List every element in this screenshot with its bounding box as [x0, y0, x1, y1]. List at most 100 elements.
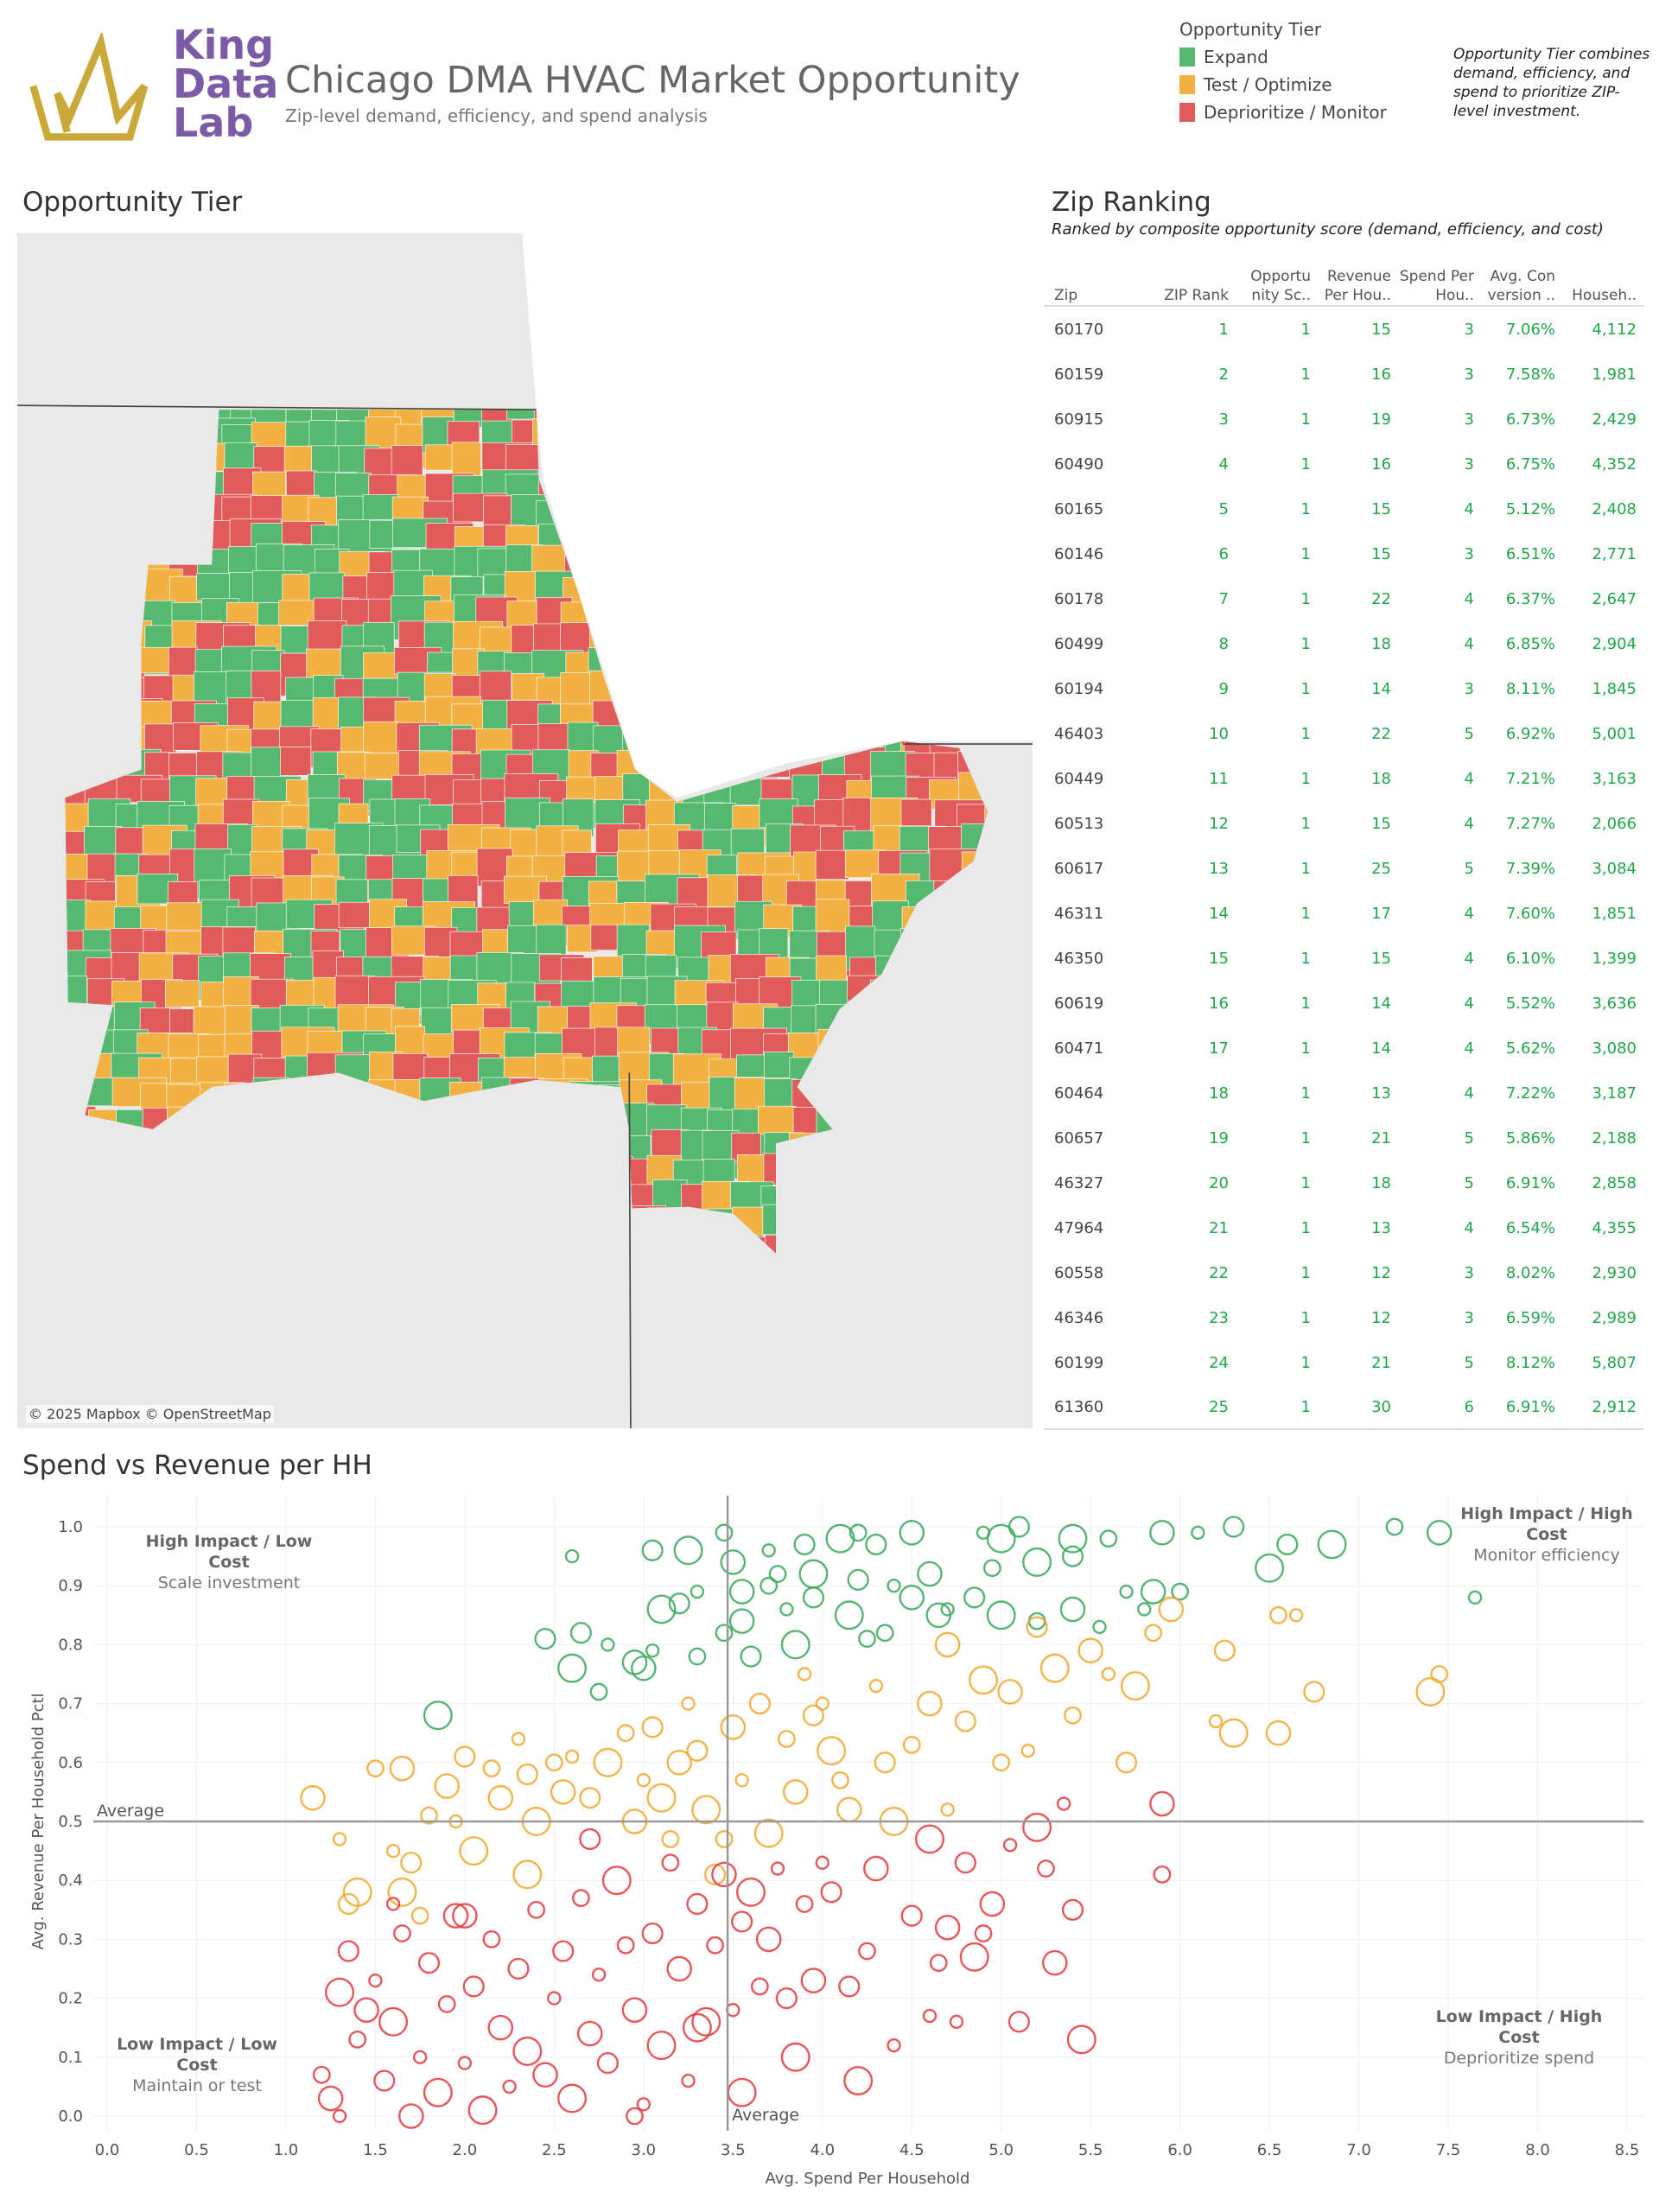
zip-polygon[interactable]: [872, 1104, 924, 1147]
zip-polygon[interactable]: [956, 1077, 987, 1122]
opportunity-tier-map[interactable]: [17, 233, 1033, 1428]
zip-polygon[interactable]: [167, 1262, 206, 1287]
zip-polygon[interactable]: [365, 753, 404, 780]
scatter-point[interactable]: [571, 1889, 590, 1908]
zip-polygon[interactable]: [59, 423, 112, 460]
scatter-point[interactable]: [417, 1952, 441, 1974]
scatter-point[interactable]: [564, 1749, 580, 1764]
zip-polygon[interactable]: [817, 1028, 859, 1078]
zip-polygon[interactable]: [736, 1154, 786, 1185]
scatter-point[interactable]: [487, 1784, 514, 1811]
zip-polygon[interactable]: [55, 1053, 98, 1090]
zip-polygon[interactable]: [877, 1207, 933, 1256]
scatter-point[interactable]: [959, 1942, 989, 1972]
scatter-point[interactable]: [442, 1903, 469, 1929]
zip-polygon[interactable]: [987, 1027, 1022, 1070]
zip-polygon[interactable]: [990, 1179, 1021, 1206]
table-row[interactable]: 60178 7 1 22 4 6.37% 2,647: [1044, 576, 1643, 621]
scatter-point[interactable]: [797, 1667, 812, 1681]
scatter-point[interactable]: [434, 1773, 460, 1799]
scatter-point[interactable]: [1385, 1517, 1404, 1536]
scatter-point[interactable]: [1255, 1553, 1285, 1583]
scatter-point[interactable]: [666, 1955, 693, 1982]
zip-polygon[interactable]: [252, 471, 286, 500]
col-header-spend[interactable]: Spend Per Hou..: [1399, 268, 1474, 304]
scatter-point[interactable]: [564, 1548, 580, 1564]
scatter-point[interactable]: [557, 2083, 588, 2113]
scatter-point[interactable]: [1467, 1590, 1483, 1605]
zip-polygon[interactable]: [538, 1078, 588, 1111]
zip-polygon[interactable]: [762, 1204, 815, 1236]
scatter-point[interactable]: [728, 1579, 755, 1605]
zip-polygon[interactable]: [448, 1181, 493, 1213]
zip-polygon[interactable]: [961, 851, 1007, 895]
zip-polygon[interactable]: [140, 493, 181, 537]
scatter-point[interactable]: [711, 1861, 737, 1888]
zip-polygon[interactable]: [141, 1180, 178, 1209]
zip-polygon[interactable]: [281, 1230, 334, 1268]
scatter-point[interactable]: [534, 1627, 556, 1650]
zip-polygon[interactable]: [257, 1185, 311, 1231]
zip-polygon[interactable]: [54, 620, 110, 667]
zip-polygon[interactable]: [308, 1155, 355, 1198]
zip-polygon[interactable]: [759, 1259, 799, 1285]
scatter-point[interactable]: [645, 1643, 660, 1658]
scatter-point[interactable]: [798, 1559, 829, 1589]
zip-polygon[interactable]: [927, 1081, 983, 1117]
zip-polygon[interactable]: [56, 1179, 90, 1229]
zip-polygon[interactable]: [365, 1260, 419, 1301]
scatter-point[interactable]: [1101, 1667, 1116, 1681]
scatter-point[interactable]: [646, 2031, 677, 2061]
zip-polygon[interactable]: [507, 1158, 543, 1199]
zip-polygon[interactable]: [367, 1156, 405, 1185]
scatter-point[interactable]: [914, 1824, 944, 1854]
zip-polygon[interactable]: [280, 1257, 312, 1306]
zip-polygon[interactable]: [55, 569, 95, 613]
zip-polygon[interactable]: [505, 1128, 541, 1167]
scatter-point[interactable]: [532, 2062, 558, 2088]
scatter-point[interactable]: [512, 2036, 543, 2066]
zip-polygon[interactable]: [876, 1079, 910, 1106]
zip-polygon[interactable]: [962, 1027, 1014, 1071]
zip-polygon[interactable]: [53, 1027, 99, 1071]
scatter-point[interactable]: [641, 1922, 664, 1945]
zip-polygon[interactable]: [87, 1128, 128, 1169]
zip-polygon[interactable]: [306, 1078, 339, 1120]
scatter-point[interactable]: [1276, 1533, 1299, 1556]
table-row[interactable]: 60170 1 1 15 3 7.06% 4,112: [1044, 307, 1643, 352]
zip-polygon[interactable]: [962, 1103, 1007, 1135]
zip-polygon[interactable]: [137, 444, 187, 471]
zip-polygon[interactable]: [395, 1262, 445, 1289]
zip-polygon[interactable]: [54, 728, 93, 773]
zip-polygon[interactable]: [365, 1105, 422, 1132]
zip-polygon[interactable]: [983, 1211, 1030, 1249]
zip-polygon[interactable]: [339, 1185, 377, 1236]
scatter-point[interactable]: [487, 2014, 514, 2041]
zip-polygon[interactable]: [959, 1205, 1014, 1253]
table-row[interactable]: 60159 2 1 16 3 7.58% 1,981: [1044, 352, 1643, 397]
scatter-point[interactable]: [668, 1592, 690, 1615]
scatter-point[interactable]: [1153, 1865, 1172, 1884]
scatter-point[interactable]: [1208, 1713, 1224, 1729]
zip-polygon[interactable]: [87, 474, 139, 514]
zip-polygon[interactable]: [984, 805, 1032, 853]
scatter-point[interactable]: [337, 1892, 359, 1916]
scatter-point[interactable]: [569, 1622, 592, 1644]
zip-polygon[interactable]: [168, 420, 222, 465]
scatter-point[interactable]: [992, 1753, 1011, 1772]
table-row[interactable]: 60617 13 1 25 5 7.39% 3,084: [1044, 846, 1643, 891]
scatter-point[interactable]: [1303, 1681, 1325, 1703]
scatter-point[interactable]: [838, 1975, 861, 1998]
scatter-point[interactable]: [1092, 1619, 1107, 1635]
zip-polygon[interactable]: [588, 1135, 629, 1162]
table-row[interactable]: 46403 10 1 22 5 6.92% 5,001: [1044, 711, 1643, 756]
zip-polygon[interactable]: [815, 1079, 847, 1115]
zip-polygon[interactable]: [535, 1231, 565, 1279]
zip-polygon[interactable]: [793, 1209, 830, 1246]
zip-polygon[interactable]: [426, 1103, 465, 1153]
scatter-point[interactable]: [802, 1586, 825, 1609]
zip-polygon[interactable]: [512, 1258, 556, 1289]
zip-polygon[interactable]: [849, 1211, 905, 1251]
scatter-point[interactable]: [1415, 1676, 1446, 1707]
zip-polygon[interactable]: [223, 1208, 263, 1236]
